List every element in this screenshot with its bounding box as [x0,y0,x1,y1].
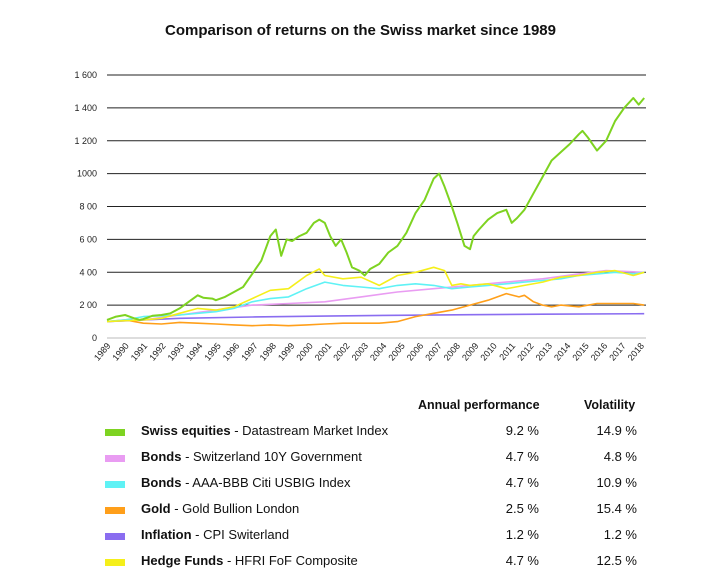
x-tick-label: 2010 [478,341,499,363]
x-tick-label: 1993 [166,341,187,363]
series-line-swiss-equities-0 [106,97,645,321]
x-tick-label: 2002 [331,341,352,363]
y-tick-label: 1000 [77,169,97,179]
y-tick-label: 4 00 [79,267,97,277]
y-tick-label: 6 00 [79,234,97,244]
y-tick-label: 1 400 [74,103,97,113]
x-tick-label: 1989 [92,341,113,363]
x-tick-label: 2016 [589,341,610,363]
x-tick-label: 2007 [423,341,444,363]
x-tick-label: 2013 [534,341,555,363]
x-tick-label: 2009 [460,341,481,363]
x-tick-label: 2011 [497,341,517,362]
x-tick-label: 2001 [313,341,334,363]
grid [107,74,646,339]
series-line-hedge-funds-5 [106,266,645,323]
x-tick-label: 2008 [442,341,463,363]
series-line-gold-3 [106,292,645,327]
x-tick-label: 1996 [221,341,242,363]
chart-title: Comparison of returns on the Swiss marke… [165,22,556,39]
x-tick-label: 2014 [552,341,573,363]
x-tick-label: 1991 [129,341,150,363]
x-tick-label: 1990 [110,341,131,363]
x-tick-label: 2012 [515,341,536,363]
x-tick-label: 2003 [350,341,371,363]
x-tick-label: 1994 [184,341,205,363]
x-tick-label: 2015 [570,341,591,363]
x-tick-label: 2017 [607,341,628,363]
x-tick-label: 2004 [368,341,389,363]
series-lines [106,97,645,327]
x-tick-label: 1997 [239,341,260,363]
x-tick-label: 2006 [405,341,426,363]
series-line-bonds-2 [106,271,645,323]
y-tick-label: 1 600 [74,70,97,80]
y-tick-label: 0 [92,333,97,343]
y-axis-ticks: 0 2 00 4 00 6 00 8 00 1000 1 200 1 400 1 600 [74,70,97,343]
x-tick-label: 2005 [386,341,407,363]
y-tick-label: 2 00 [79,300,97,310]
x-axis-ticks: 1989199019911992199319941995199619971998… [92,341,646,363]
x-tick-label: 1992 [147,341,168,363]
y-tick-label: 1 200 [74,136,97,146]
x-tick-label: 2018 [626,341,647,363]
y-tick-label: 8 00 [79,202,97,212]
x-tick-label: 1995 [202,341,223,363]
x-tick-label: 1998 [258,341,279,363]
x-tick-label: 1999 [276,341,297,363]
x-tick-label: 2000 [294,341,315,363]
series-line-inflation-4 [106,312,645,323]
